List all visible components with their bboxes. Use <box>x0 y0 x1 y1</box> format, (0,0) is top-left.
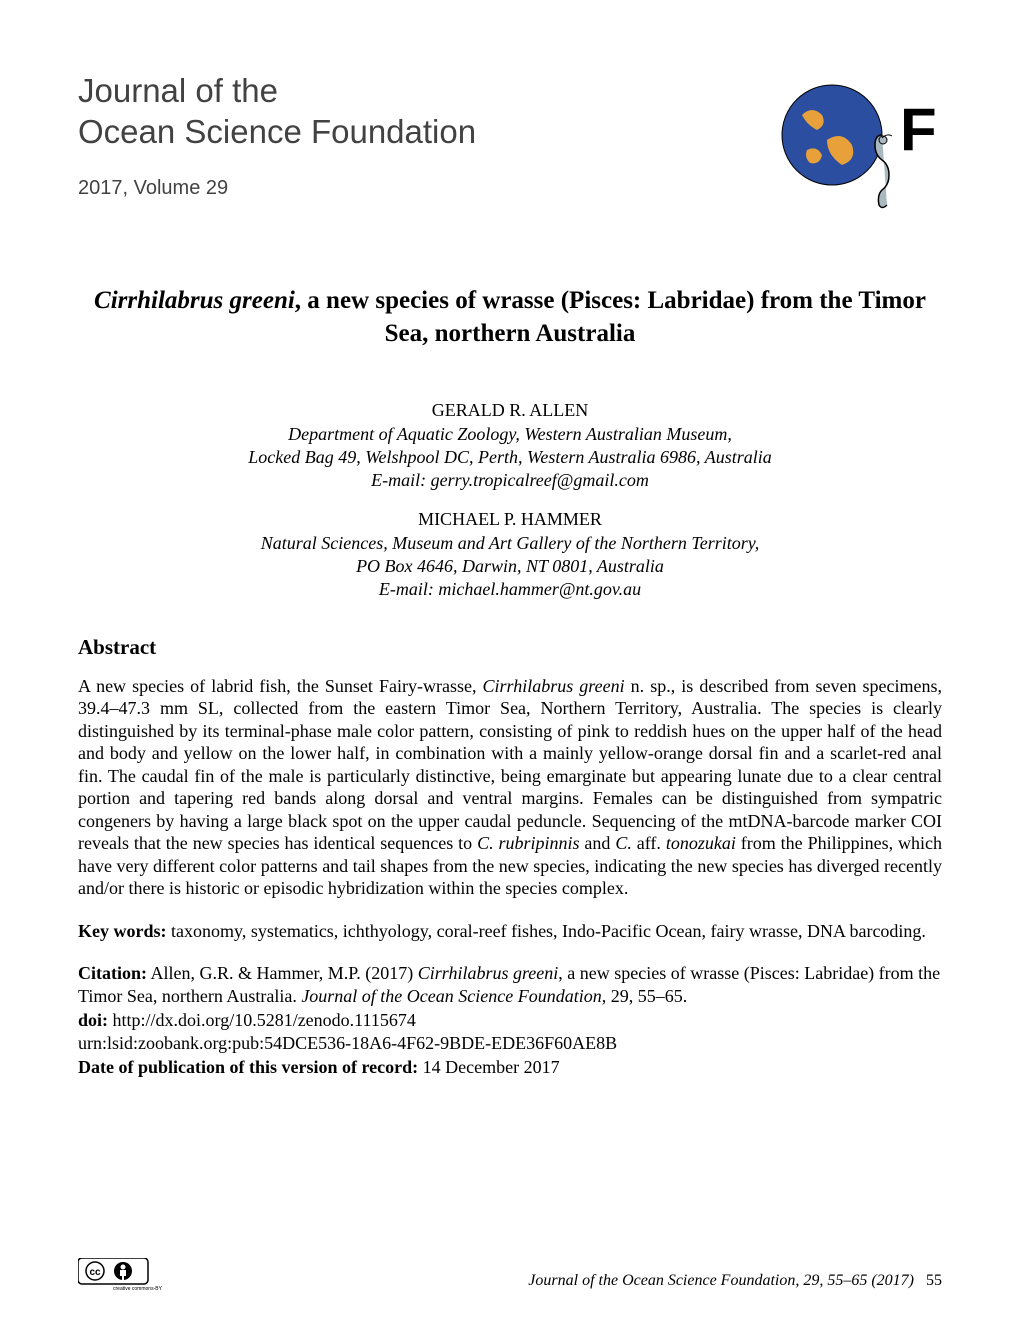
keywords: Key words: taxonomy, systematics, ichthy… <box>78 920 942 943</box>
doi-label: doi: <box>78 1010 108 1030</box>
journal-logo: F <box>772 75 942 225</box>
journal-header: Journal of the Ocean Science Foundation … <box>78 70 752 200</box>
urn: urn:lsid:zoobank.org:pub:54DCE536-18A6-4… <box>78 1033 617 1053</box>
page-number: 55 <box>926 1272 942 1289</box>
citation-block: Citation: Allen, G.R. & Hammer, M.P. (20… <box>78 962 942 1079</box>
doi-value: http://dx.doi.org/10.5281/zenodo.1115674 <box>108 1010 416 1030</box>
svg-text:creative commons-BY: creative commons-BY <box>113 1286 163 1290</box>
citation-journal: Journal of the Ocean Science Foundation <box>301 986 601 1006</box>
title-species: Cirrhilabrus greeni <box>94 287 295 314</box>
citation-label: Citation: <box>78 963 147 983</box>
citation-end: , 29, 55–65. <box>602 986 688 1006</box>
pub-date-value: 14 December 2017 <box>418 1057 559 1077</box>
abstract-heading: Abstract <box>78 635 942 660</box>
keywords-text: taxonomy, systematics, ichthyology, cora… <box>167 921 926 941</box>
abstract-species-4: tonozukai <box>666 833 736 853</box>
svg-text:F: F <box>900 96 937 163</box>
citation-prefix: Allen, G.R. & Hammer, M.P. (2017) <box>147 963 418 983</box>
footer-journal-ref: Journal of the Ocean Science Foundation,… <box>528 1272 914 1289</box>
abstract-species-2: C. rubripinnis <box>477 833 579 853</box>
title-rest: , a new species of wrasse (Pisces: Labri… <box>295 287 926 347</box>
authors-block: GERALD R. ALLEN Department of Aquatic Zo… <box>78 400 942 600</box>
abstract-aff: aff. <box>632 833 666 853</box>
author-name-2: MICHAEL P. HAMMER <box>78 509 942 530</box>
citation-species: Cirrhilabrus greeni <box>418 963 559 983</box>
author-email-1: E-mail: gerry.tropicalreef@gmail.com <box>78 470 942 491</box>
svg-text:cc: cc <box>89 1267 101 1278</box>
abstract-text: A new species of labrid fish, the Sunset… <box>78 675 942 900</box>
page-footer: cc creative commons-BY Journal of the Oc… <box>78 1258 942 1290</box>
journal-name-line2: Ocean Science Foundation <box>78 113 476 150</box>
page-header: Journal of the Ocean Science Foundation … <box>78 70 942 225</box>
article-title: Cirrhilabrus greeni, a new species of wr… <box>78 285 942 350</box>
author-affiliation-2-line2: PO Box 4646, Darwin, NT 0801, Australia <box>78 555 942 578</box>
journal-name-line1: Journal of the <box>78 72 278 109</box>
author-affiliation-2-line1: Natural Sciences, Museum and Art Gallery… <box>78 532 942 555</box>
author-affiliation-1-line2: Locked Bag 49, Welshpool DC, Perth, West… <box>78 446 942 469</box>
pub-date-label: Date of publication of this version of r… <box>78 1057 418 1077</box>
volume-info: 2017, Volume 29 <box>78 177 752 200</box>
cc-license-icon: cc creative commons-BY <box>78 1258 168 1290</box>
abstract-mid2: and <box>580 833 616 853</box>
osf-logo-icon: F <box>772 75 942 225</box>
author-affiliation-1-line1: Department of Aquatic Zoology, Western A… <box>78 423 942 446</box>
journal-name: Journal of the Ocean Science Foundation <box>78 70 752 153</box>
keywords-label: Key words: <box>78 921 167 941</box>
footer-citation: Journal of the Ocean Science Foundation,… <box>528 1272 942 1290</box>
author-email-2: E-mail: michael.hammer@nt.gov.au <box>78 579 942 600</box>
abstract-mid1: n. sp., is described from seven specimen… <box>78 676 942 854</box>
abstract-species-3: C. <box>615 833 632 853</box>
abstract-species-1: Cirrhilabrus greeni <box>483 676 625 696</box>
author-name-1: GERALD R. ALLEN <box>78 400 942 421</box>
abstract-prefix: A new species of labrid fish, the Sunset… <box>78 676 483 696</box>
